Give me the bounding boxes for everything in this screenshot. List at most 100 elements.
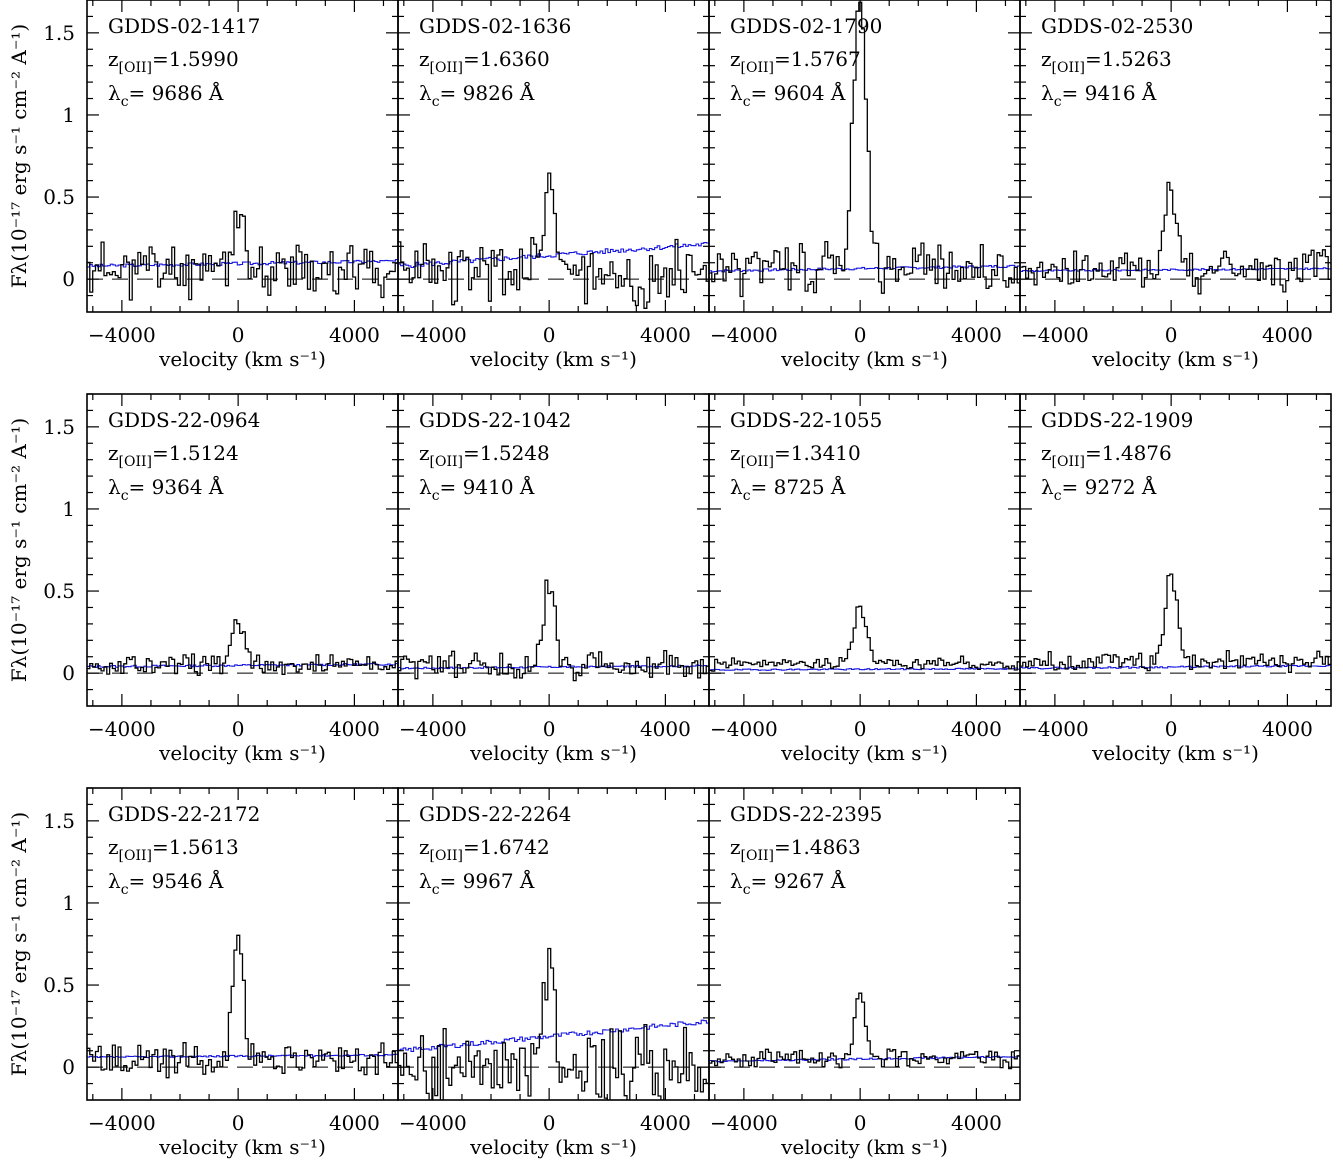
y-tick-label: 0	[62, 267, 75, 291]
wavelength-label: λc= 9826 Å	[419, 80, 535, 110]
x-tick-label: 0	[854, 717, 867, 741]
panel-frame	[397, 393, 710, 707]
object-name: GDDS-22-1042	[419, 408, 571, 432]
x-tick-label: −4000	[399, 323, 467, 347]
x-axis-label: velocity (km s⁻¹)	[469, 1135, 637, 1159]
object-name: GDDS-02-1790	[730, 14, 882, 38]
y-axis-label: Fλ(10⁻¹⁷ erg s⁻¹ cm⁻² A⁻¹)	[7, 812, 31, 1076]
x-axis-label: velocity (km s⁻¹)	[780, 1135, 948, 1159]
y-tick-label: 0	[62, 1055, 75, 1079]
y-tick-label: 1	[62, 891, 75, 915]
wavelength-label: λc= 9686 Å	[108, 80, 224, 110]
x-tick-label: −4000	[88, 1111, 156, 1135]
science-spectrum	[709, 992, 1020, 1070]
x-tick-label: −4000	[88, 717, 156, 741]
x-axis-label: velocity (km s⁻¹)	[1091, 347, 1259, 371]
x-axis-label: velocity (km s⁻¹)	[158, 1135, 326, 1159]
panel-frame	[397, 0, 710, 313]
x-tick-label: 4000	[1262, 717, 1313, 741]
wavelength-label: λc= 9364 Å	[108, 474, 224, 504]
y-tick-label: 0.5	[43, 579, 75, 603]
object-name: GDDS-02-1636	[419, 14, 571, 38]
redshift-label: z[OII]=1.5613	[108, 835, 239, 864]
x-tick-label: 4000	[951, 1111, 1002, 1135]
y-tick-label: 1.5	[43, 415, 75, 439]
x-tick-label: −4000	[399, 1111, 467, 1135]
panel-frame	[397, 787, 710, 1101]
object-name: GDDS-22-2264	[419, 802, 571, 826]
redshift-label: z[OII]=1.5990	[108, 47, 239, 76]
redshift-label: z[OII]=1.5263	[1041, 47, 1172, 76]
y-axis-label: Fλ(10⁻¹⁷ erg s⁻¹ cm⁻² A⁻¹)	[7, 418, 31, 682]
science-spectrum	[709, 605, 1020, 672]
error-spectrum	[87, 662, 398, 668]
x-axis-label: velocity (km s⁻¹)	[780, 347, 948, 371]
science-spectrum	[398, 947, 709, 1100]
x-tick-label: 0	[232, 1111, 245, 1135]
redshift-label: z[OII]=1.6742	[419, 835, 550, 864]
error-spectrum	[398, 241, 709, 269]
x-tick-label: 4000	[640, 717, 691, 741]
x-tick-label: 0	[232, 717, 245, 741]
x-tick-label: −4000	[1021, 323, 1089, 347]
panel-frame	[1019, 393, 1332, 707]
x-tick-label: 0	[543, 1111, 556, 1135]
error-spectrum	[1020, 664, 1331, 670]
x-axis-label: velocity (km s⁻¹)	[780, 741, 948, 765]
x-tick-label: 4000	[329, 323, 380, 347]
science-spectrum	[1020, 573, 1331, 673]
error-spectrum	[1020, 267, 1331, 272]
object-name: GDDS-22-1909	[1041, 408, 1193, 432]
science-spectrum	[87, 619, 398, 676]
redshift-label: z[OII]=1.5248	[419, 441, 550, 470]
y-tick-label: 0	[62, 661, 75, 685]
science-spectrum	[87, 210, 398, 301]
x-tick-label: 0	[854, 323, 867, 347]
x-tick-label: 4000	[951, 323, 1002, 347]
x-tick-label: 0	[1165, 323, 1178, 347]
x-axis-label: velocity (km s⁻¹)	[469, 741, 637, 765]
x-axis-label: velocity (km s⁻¹)	[1091, 741, 1259, 765]
redshift-label: z[OII]=1.5767	[730, 47, 861, 76]
redshift-label: z[OII]=1.3410	[730, 441, 861, 470]
error-spectrum	[87, 1053, 398, 1059]
x-axis-label: velocity (km s⁻¹)	[469, 347, 637, 371]
wavelength-label: λc= 9604 Å	[730, 80, 846, 110]
error-spectrum	[709, 1055, 1020, 1063]
object-name: GDDS-22-2395	[730, 802, 882, 826]
science-spectrum	[709, 1, 1020, 298]
y-tick-label: 1	[62, 103, 75, 127]
x-tick-label: 0	[232, 323, 245, 347]
wavelength-label: λc= 9416 Å	[1041, 80, 1157, 110]
x-tick-label: 4000	[329, 1111, 380, 1135]
x-tick-label: −4000	[399, 717, 467, 741]
wavelength-label: λc= 9546 Å	[108, 868, 224, 898]
object-name: GDDS-02-1417	[108, 14, 260, 38]
y-tick-label: 0.5	[43, 185, 75, 209]
science-spectrum	[87, 934, 398, 1079]
object-name: GDDS-22-0964	[108, 408, 260, 432]
x-tick-label: −4000	[1021, 717, 1089, 741]
x-tick-label: −4000	[88, 323, 156, 347]
x-tick-label: 0	[543, 323, 556, 347]
redshift-label: z[OII]=1.4876	[1041, 441, 1172, 470]
y-tick-label: 1.5	[43, 809, 75, 833]
error-spectrum	[398, 664, 709, 670]
x-axis-label: velocity (km s⁻¹)	[158, 741, 326, 765]
panel-frame	[1019, 0, 1332, 313]
redshift-label: z[OII]=1.6360	[419, 47, 550, 76]
error-spectrum	[709, 264, 1020, 273]
x-tick-label: 4000	[951, 717, 1002, 741]
x-tick-label: 0	[854, 1111, 867, 1135]
science-spectrum	[1020, 181, 1331, 295]
panel-frame	[708, 787, 1021, 1101]
